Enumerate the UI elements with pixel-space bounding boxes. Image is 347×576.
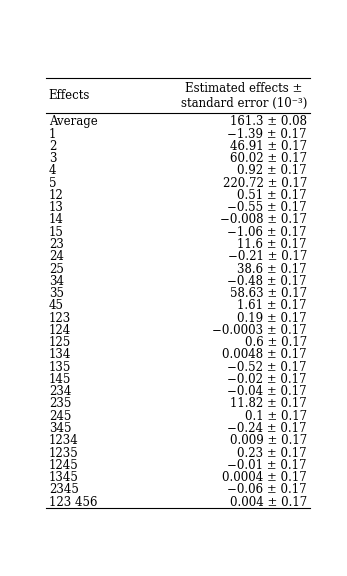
Text: 25: 25 <box>49 263 64 275</box>
Text: −0.52 ± 0.17: −0.52 ± 0.17 <box>227 361 307 374</box>
Text: Estimated effects ±
standard error (10⁻³): Estimated effects ± standard error (10⁻³… <box>180 82 307 110</box>
Text: 161.3 ± 0.08: 161.3 ± 0.08 <box>230 115 307 128</box>
Text: 13: 13 <box>49 201 64 214</box>
Text: 34: 34 <box>49 275 64 288</box>
Text: −0.06 ± 0.17: −0.06 ± 0.17 <box>227 483 307 497</box>
Text: 2345: 2345 <box>49 483 79 497</box>
Text: 38.6 ± 0.17: 38.6 ± 0.17 <box>237 263 307 275</box>
Text: 0.6 ± 0.17: 0.6 ± 0.17 <box>245 336 307 349</box>
Text: 345: 345 <box>49 422 71 435</box>
Text: 15: 15 <box>49 226 64 238</box>
Text: 145: 145 <box>49 373 71 386</box>
Text: −0.0003 ± 0.17: −0.0003 ± 0.17 <box>212 324 307 337</box>
Text: 125: 125 <box>49 336 71 349</box>
Text: 0.92 ± 0.17: 0.92 ± 0.17 <box>237 164 307 177</box>
Text: 11.6 ± 0.17: 11.6 ± 0.17 <box>237 238 307 251</box>
Text: 123: 123 <box>49 312 71 325</box>
Text: 1.61 ± 0.17: 1.61 ± 0.17 <box>237 300 307 312</box>
Text: 45: 45 <box>49 300 64 312</box>
Text: 1: 1 <box>49 128 56 141</box>
Text: 0.004 ± 0.17: 0.004 ± 0.17 <box>230 495 307 509</box>
Text: 11.82 ± 0.17: 11.82 ± 0.17 <box>230 397 307 411</box>
Text: 60.02 ± 0.17: 60.02 ± 0.17 <box>230 152 307 165</box>
Text: 3: 3 <box>49 152 56 165</box>
Text: 1345: 1345 <box>49 471 79 484</box>
Text: 1235: 1235 <box>49 446 78 460</box>
Text: 0.1 ± 0.17: 0.1 ± 0.17 <box>245 410 307 423</box>
Text: 23: 23 <box>49 238 64 251</box>
Text: 220.72 ± 0.17: 220.72 ± 0.17 <box>222 177 307 190</box>
Text: 234: 234 <box>49 385 71 398</box>
Text: 134: 134 <box>49 348 71 361</box>
Text: 14: 14 <box>49 214 64 226</box>
Text: 0.009 ± 0.17: 0.009 ± 0.17 <box>230 434 307 447</box>
Text: −1.06 ± 0.17: −1.06 ± 0.17 <box>227 226 307 238</box>
Text: 0.0004 ± 0.17: 0.0004 ± 0.17 <box>222 471 307 484</box>
Text: −0.008 ± 0.17: −0.008 ± 0.17 <box>220 214 307 226</box>
Text: 124: 124 <box>49 324 71 337</box>
Text: −0.24 ± 0.17: −0.24 ± 0.17 <box>227 422 307 435</box>
Text: 35: 35 <box>49 287 64 300</box>
Text: 24: 24 <box>49 250 64 263</box>
Text: −0.01 ± 0.17: −0.01 ± 0.17 <box>227 458 307 472</box>
Text: −0.21 ± 0.17: −0.21 ± 0.17 <box>228 250 307 263</box>
Text: 12: 12 <box>49 189 64 202</box>
Text: −0.02 ± 0.17: −0.02 ± 0.17 <box>227 373 307 386</box>
Text: 46.91 ± 0.17: 46.91 ± 0.17 <box>230 140 307 153</box>
Text: 1234: 1234 <box>49 434 78 447</box>
Text: 0.0048 ± 0.17: 0.0048 ± 0.17 <box>222 348 307 361</box>
Text: −0.48 ± 0.17: −0.48 ± 0.17 <box>227 275 307 288</box>
Text: 0.51 ± 0.17: 0.51 ± 0.17 <box>237 189 307 202</box>
Text: 1245: 1245 <box>49 458 78 472</box>
Text: 135: 135 <box>49 361 71 374</box>
Text: Average: Average <box>49 115 98 128</box>
Text: Effects: Effects <box>49 89 90 102</box>
Text: 4: 4 <box>49 164 56 177</box>
Text: 235: 235 <box>49 397 71 411</box>
Text: −1.39 ± 0.17: −1.39 ± 0.17 <box>227 128 307 141</box>
Text: −0.55 ± 0.17: −0.55 ± 0.17 <box>227 201 307 214</box>
Text: 0.19 ± 0.17: 0.19 ± 0.17 <box>237 312 307 325</box>
Text: 123 456: 123 456 <box>49 495 97 509</box>
Text: −0.04 ± 0.17: −0.04 ± 0.17 <box>227 385 307 398</box>
Text: 2: 2 <box>49 140 56 153</box>
Text: 245: 245 <box>49 410 71 423</box>
Text: 0.23 ± 0.17: 0.23 ± 0.17 <box>237 446 307 460</box>
Text: 5: 5 <box>49 177 56 190</box>
Text: 58.63 ± 0.17: 58.63 ± 0.17 <box>230 287 307 300</box>
